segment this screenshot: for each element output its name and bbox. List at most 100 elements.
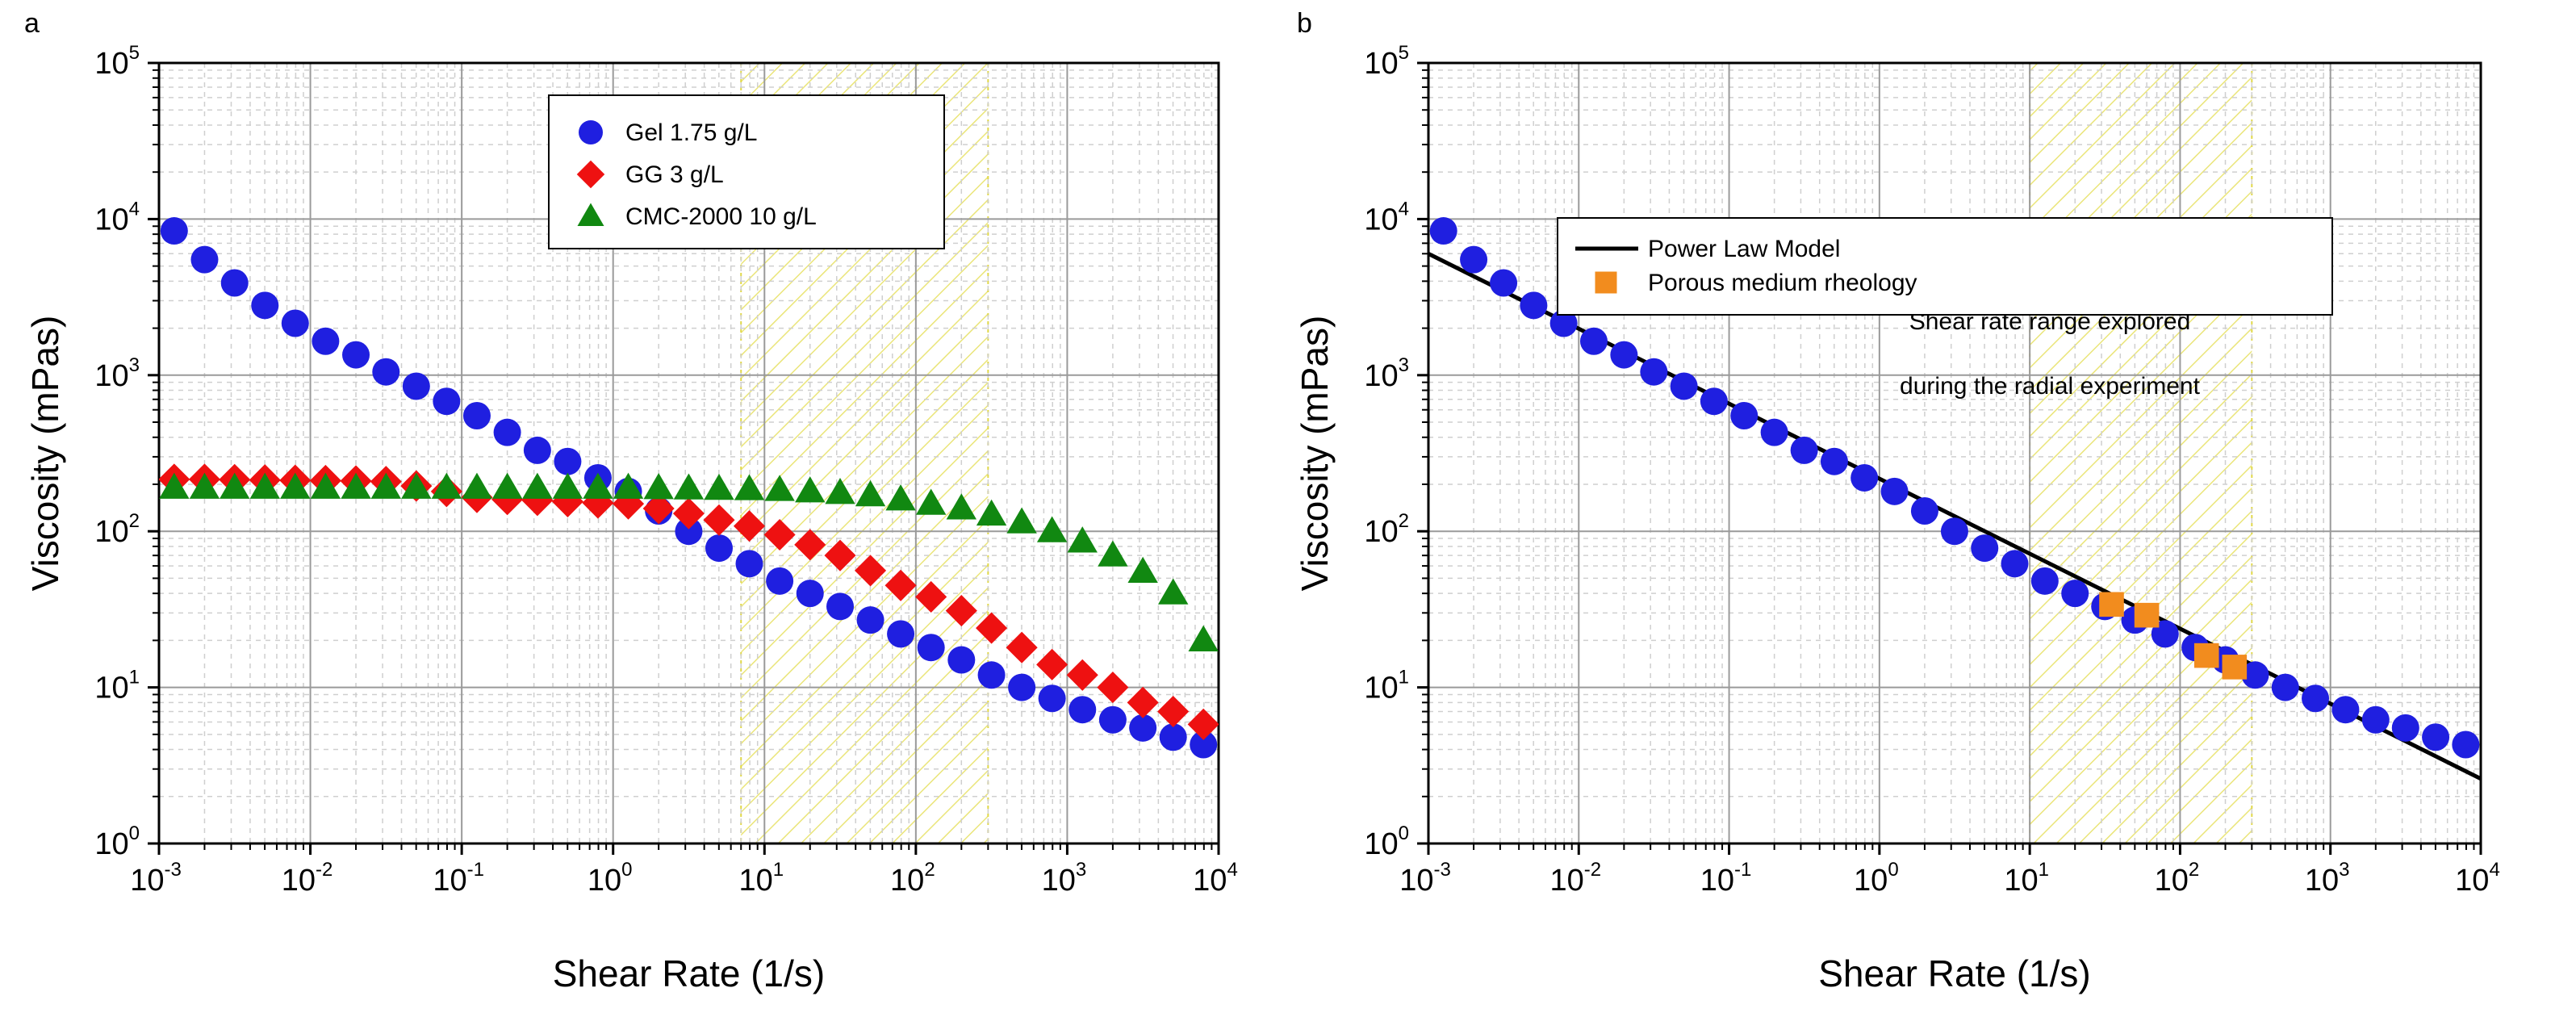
panel-a-axes-frame: [148, 61, 1220, 855]
data-point: [312, 327, 340, 355]
x-tick-label: 104: [1193, 859, 1238, 898]
panel-a-y-axis-title: Viscosity (mPas): [24, 316, 66, 592]
data-point: [2193, 643, 2219, 668]
data-point: [794, 529, 826, 561]
y-tick-label: 103: [1364, 354, 1409, 393]
data-point: [672, 497, 705, 530]
data-point: [642, 492, 675, 525]
y-tick-base: 10: [94, 515, 128, 549]
x-tick-base: 10: [2004, 864, 2038, 898]
data-point: [1910, 496, 1938, 525]
data-point: [1730, 402, 1758, 430]
data-point: [734, 474, 765, 500]
data-point: [946, 493, 977, 520]
data-point: [1067, 526, 1098, 553]
data-point: [372, 358, 400, 386]
data-point: [159, 472, 190, 499]
x-tick-label: 10-3: [1399, 859, 1451, 898]
data-point: [491, 472, 523, 499]
x-tick-label: 10-2: [1549, 859, 1601, 898]
data-point: [1850, 463, 1879, 492]
data-point: [1127, 556, 1158, 584]
data-point: [1187, 708, 1219, 740]
data-point: [1790, 436, 1818, 464]
data-point: [763, 518, 796, 551]
legend-label: CMC-2000 10 g/L: [625, 203, 817, 230]
data-point: [705, 534, 733, 563]
x-tick-base: 10: [588, 864, 621, 898]
y-tick-base: 10: [1364, 515, 1398, 549]
x-tick-exponent: -2: [316, 859, 332, 881]
data-point: [796, 580, 824, 608]
series-porous-medium-rheology: [2099, 592, 2248, 680]
panel-b-legend: Power Law Model Porous medium rheology: [1557, 217, 2333, 316]
x-tick-exponent: 0: [621, 859, 632, 881]
legend-label: Gel 1.75 g/L: [625, 119, 757, 146]
data-point: [433, 387, 461, 416]
legend-swatch-marker: [1595, 271, 1617, 294]
y-tick-label: 104: [94, 198, 140, 237]
data-point: [522, 472, 553, 499]
legend-label: Porous medium rheology: [1648, 270, 1917, 296]
data-point: [1129, 714, 1157, 742]
panel-a-x-axis-title: Shear Rate (1/s): [553, 952, 825, 994]
data-point: [1190, 730, 1218, 759]
panel-b-marks-clipped: [1428, 217, 2481, 781]
data-point: [1008, 673, 1036, 701]
data-point: [1006, 631, 1038, 663]
data-point: [884, 569, 917, 601]
data-point: [1700, 387, 1728, 416]
legend-swatch-marker: [579, 120, 603, 144]
x-tick-exponent: -3: [1433, 859, 1450, 881]
x-tick-base: 10: [1042, 864, 1076, 898]
x-tick-exponent: 0: [1888, 859, 1898, 881]
x-tick-exponent: 2: [924, 859, 935, 881]
y-tick-base: 10: [1364, 359, 1398, 393]
data-point: [554, 447, 582, 475]
data-point: [764, 475, 795, 501]
data-point: [856, 606, 884, 634]
data-point: [885, 484, 916, 511]
data-point: [1006, 507, 1037, 534]
x-tick-label: 100: [588, 859, 633, 898]
data-point: [643, 473, 674, 500]
data-point: [1429, 217, 1457, 245]
data-point: [1159, 723, 1187, 751]
x-tick-label: 102: [890, 859, 935, 898]
x-tick-label: 10-3: [130, 859, 182, 898]
series-cmc-2000-10-g-l: [159, 472, 1219, 651]
data-point: [675, 517, 703, 546]
y-tick-label: 101: [1364, 667, 1409, 705]
y-tick-label: 100: [1364, 823, 1409, 861]
y-tick-base: 10: [94, 47, 128, 81]
data-point: [947, 646, 976, 674]
legend-label: Power Law Model: [1648, 236, 1840, 262]
data-point: [2452, 730, 2480, 759]
data-point: [945, 595, 977, 627]
y-tick-label: 102: [1364, 510, 1409, 549]
data-point: [1068, 696, 1097, 724]
data-point: [766, 567, 794, 595]
data-point: [401, 472, 432, 499]
data-point: [1549, 309, 1578, 337]
data-point: [795, 476, 826, 503]
panel-b-x-axis-title: Shear Rate (1/s): [1818, 952, 2090, 994]
data-point: [673, 473, 705, 500]
data-point: [2391, 714, 2419, 742]
data-point: [1097, 672, 1129, 704]
x-tick-label: 10-1: [433, 859, 484, 898]
data-point: [1880, 477, 1909, 505]
data-point: [703, 504, 735, 536]
data-point: [220, 269, 249, 297]
data-point: [402, 372, 430, 400]
panel-b-axes-frame: [1417, 61, 2482, 855]
data-point: [552, 472, 583, 499]
panel-b-tick-labels: 10-3 10-2 10-1 100 101 102 103 1041001011021031…: [1364, 42, 2499, 898]
data-point: [310, 472, 341, 499]
data-point: [190, 245, 219, 274]
data-point: [493, 418, 521, 446]
data-point: [2061, 580, 2089, 608]
y-tick-label: 104: [1364, 198, 1409, 237]
y-tick-exponent: 3: [1399, 354, 1409, 376]
y-tick-base: 10: [1364, 203, 1398, 237]
